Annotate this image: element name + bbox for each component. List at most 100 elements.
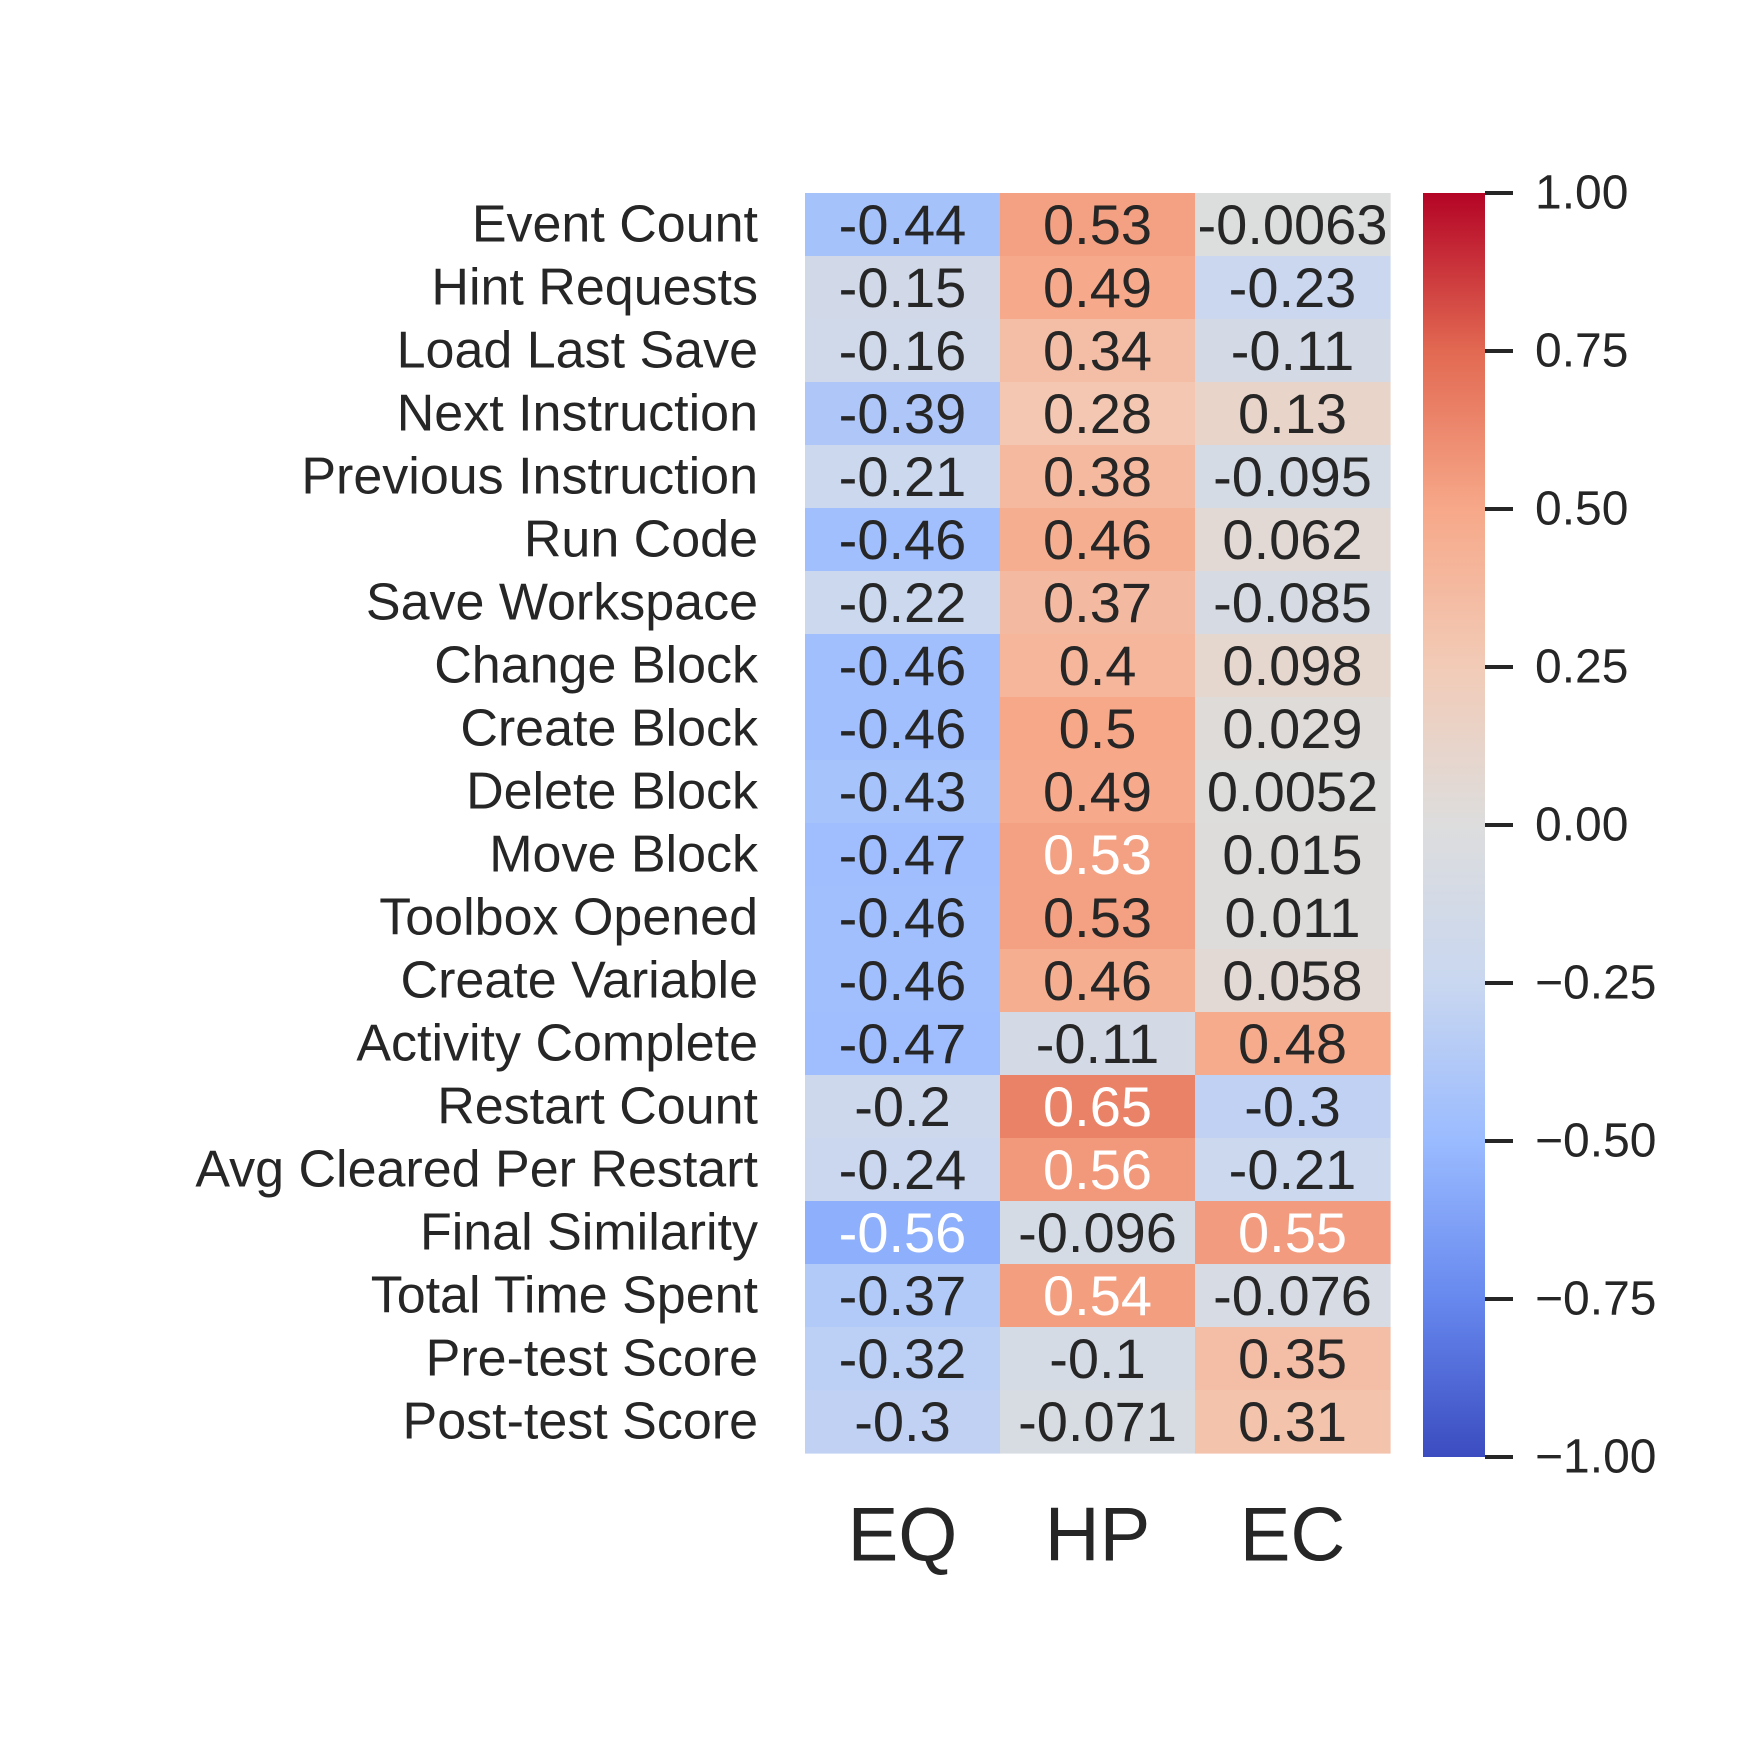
cell-value-label: 0.46 bbox=[1043, 508, 1152, 571]
colorbar-tick-label: 0.00 bbox=[1535, 799, 1628, 852]
row-label: Create Block bbox=[460, 700, 759, 758]
row-label: Pre-test Score bbox=[426, 1330, 758, 1388]
cell-value-label: -0.32 bbox=[839, 1327, 967, 1390]
cell-value-label: 0.49 bbox=[1043, 760, 1152, 823]
heatmap-cell-r5-c1 bbox=[1000, 508, 1196, 572]
cell-value-label: -0.56 bbox=[839, 1201, 967, 1264]
cell-value-label: 0.54 bbox=[1043, 1264, 1152, 1327]
cell-value-label: -0.46 bbox=[839, 508, 967, 571]
heatmap-cell-r8-c2 bbox=[1195, 697, 1391, 761]
heatmap-cell-r5-c0 bbox=[805, 508, 1001, 572]
row-label: Final Similarity bbox=[420, 1204, 758, 1262]
cell-value-label: -0.43 bbox=[839, 760, 967, 823]
heatmap-cell-r5-c2 bbox=[1195, 508, 1391, 572]
row-label: Move Block bbox=[489, 826, 759, 884]
heatmap-cell-r2-c1 bbox=[1000, 319, 1196, 383]
cell-value-label: -0.46 bbox=[839, 697, 967, 760]
row-label: Event Count bbox=[472, 196, 759, 254]
cell-value-label: -0.3 bbox=[854, 1390, 951, 1453]
heatmap-cell-r7-c0 bbox=[805, 634, 1001, 698]
heatmap-cell-r10-c0 bbox=[805, 823, 1001, 887]
heatmap-cell-r18-c2 bbox=[1195, 1327, 1391, 1391]
row-label: Delete Block bbox=[466, 763, 759, 821]
cell-value-label: 0.058 bbox=[1222, 949, 1362, 1012]
row-label: Activity Complete bbox=[356, 1015, 758, 1073]
cell-value-label: -0.1 bbox=[1049, 1327, 1146, 1390]
heatmap-cell-r16-c2 bbox=[1195, 1201, 1391, 1265]
heatmap-cell-r9-c1 bbox=[1000, 760, 1196, 824]
heatmap-cell-r2-c2 bbox=[1195, 319, 1391, 383]
heatmap-cell-r14-c0 bbox=[805, 1075, 1001, 1139]
heatmap-cell-r6-c2 bbox=[1195, 571, 1391, 635]
colorbar-tick-label: 0.50 bbox=[1535, 483, 1628, 536]
cell-value-label: -0.096 bbox=[1018, 1201, 1177, 1264]
cell-value-label: -0.15 bbox=[839, 256, 967, 319]
cell-value-label: 0.38 bbox=[1043, 445, 1152, 508]
colorbar-tick-label: −0.50 bbox=[1535, 1115, 1656, 1168]
row-label: Create Variable bbox=[401, 952, 758, 1010]
cell-value-label: -0.076 bbox=[1213, 1264, 1372, 1327]
column-label: EC bbox=[1240, 1493, 1346, 1578]
row-label: Avg Cleared Per Restart bbox=[195, 1141, 758, 1199]
heatmap-cell-r19-c0 bbox=[805, 1390, 1001, 1454]
cell-value-label: -0.46 bbox=[839, 634, 967, 697]
cell-value-label: 0.56 bbox=[1043, 1138, 1152, 1201]
heatmap-cells bbox=[805, 193, 1391, 1454]
heatmap-cell-r10-c1 bbox=[1000, 823, 1196, 887]
colorbar-tick-label: 0.75 bbox=[1535, 325, 1628, 378]
cell-value-label: -0.085 bbox=[1213, 571, 1372, 634]
cell-value-label: -0.23 bbox=[1229, 256, 1357, 319]
row-label: Change Block bbox=[434, 637, 759, 695]
heatmap-cell-r13-c2 bbox=[1195, 1012, 1391, 1076]
cell-value-label: -0.11 bbox=[1036, 1012, 1159, 1075]
row-label: Save Workspace bbox=[366, 574, 758, 632]
heatmap-cell-r7-c1 bbox=[1000, 634, 1196, 698]
heatmap-cell-r3-c0 bbox=[805, 382, 1001, 446]
colorbar-tick-label: 1.00 bbox=[1535, 167, 1628, 220]
cell-value-label: -0.46 bbox=[839, 949, 967, 1012]
heatmap-cell-r12-c0 bbox=[805, 949, 1001, 1013]
row-label: Post-test Score bbox=[403, 1393, 758, 1451]
heatmap-cell-r6-c0 bbox=[805, 571, 1001, 635]
cell-value-label: -0.2 bbox=[854, 1075, 951, 1138]
cell-value-label: -0.3 bbox=[1244, 1075, 1341, 1138]
row-label: Total Time Spent bbox=[371, 1267, 759, 1325]
cell-value-label: -0.47 bbox=[839, 1012, 967, 1075]
colorbar-gradient bbox=[1423, 193, 1485, 1457]
cell-value-label: -0.16 bbox=[839, 319, 967, 382]
heatmap-cell-r1-c2 bbox=[1195, 256, 1391, 320]
cell-value-label: 0.0052 bbox=[1207, 760, 1378, 823]
heatmap-cell-r6-c1 bbox=[1000, 571, 1196, 635]
column-label: HP bbox=[1045, 1493, 1151, 1578]
heatmap-cell-r4-c0 bbox=[805, 445, 1001, 509]
cell-value-label: 0.13 bbox=[1238, 382, 1347, 445]
cell-value-label: 0.098 bbox=[1222, 634, 1362, 697]
heatmap-cell-r9-c2 bbox=[1195, 760, 1391, 824]
cell-value-label: 0.55 bbox=[1238, 1201, 1347, 1264]
heatmap-cell-r16-c1 bbox=[1000, 1201, 1196, 1265]
cell-value-label: -0.37 bbox=[839, 1264, 967, 1327]
cell-value-label: -0.44 bbox=[839, 193, 967, 256]
heatmap-cell-r15-c1 bbox=[1000, 1138, 1196, 1202]
cell-value-label: -0.21 bbox=[839, 445, 967, 508]
row-label: Toolbox Opened bbox=[379, 889, 758, 947]
heatmap-cell-r17-c0 bbox=[805, 1264, 1001, 1328]
heatmap-cell-r15-c2 bbox=[1195, 1138, 1391, 1202]
heatmap-cell-r1-c1 bbox=[1000, 256, 1196, 320]
heatmap-cell-r12-c1 bbox=[1000, 949, 1196, 1013]
heatmap-cell-r9-c0 bbox=[805, 760, 1001, 824]
cell-value-labels: -0.44 0.53 -0.0063-0.15 0.49 -0.23-0.16 0.34-… bbox=[839, 193, 1388, 1453]
heatmap-cell-r8-c0 bbox=[805, 697, 1001, 761]
cell-value-label: 0.34 bbox=[1043, 319, 1152, 382]
cell-value-label: 0.015 bbox=[1222, 823, 1362, 886]
cell-value-label: 0.53 bbox=[1043, 193, 1152, 256]
heatmap-cell-r3-c2 bbox=[1195, 382, 1391, 446]
heatmap-cell-r1-c0 bbox=[805, 256, 1001, 320]
cell-value-label: 0.062 bbox=[1222, 508, 1362, 571]
heatmap-cell-r14-c2 bbox=[1195, 1075, 1391, 1139]
heatmap-cell-r11-c0 bbox=[805, 886, 1001, 950]
row-label: Restart Count bbox=[437, 1078, 758, 1136]
heatmap-cell-r15-c0 bbox=[805, 1138, 1001, 1202]
